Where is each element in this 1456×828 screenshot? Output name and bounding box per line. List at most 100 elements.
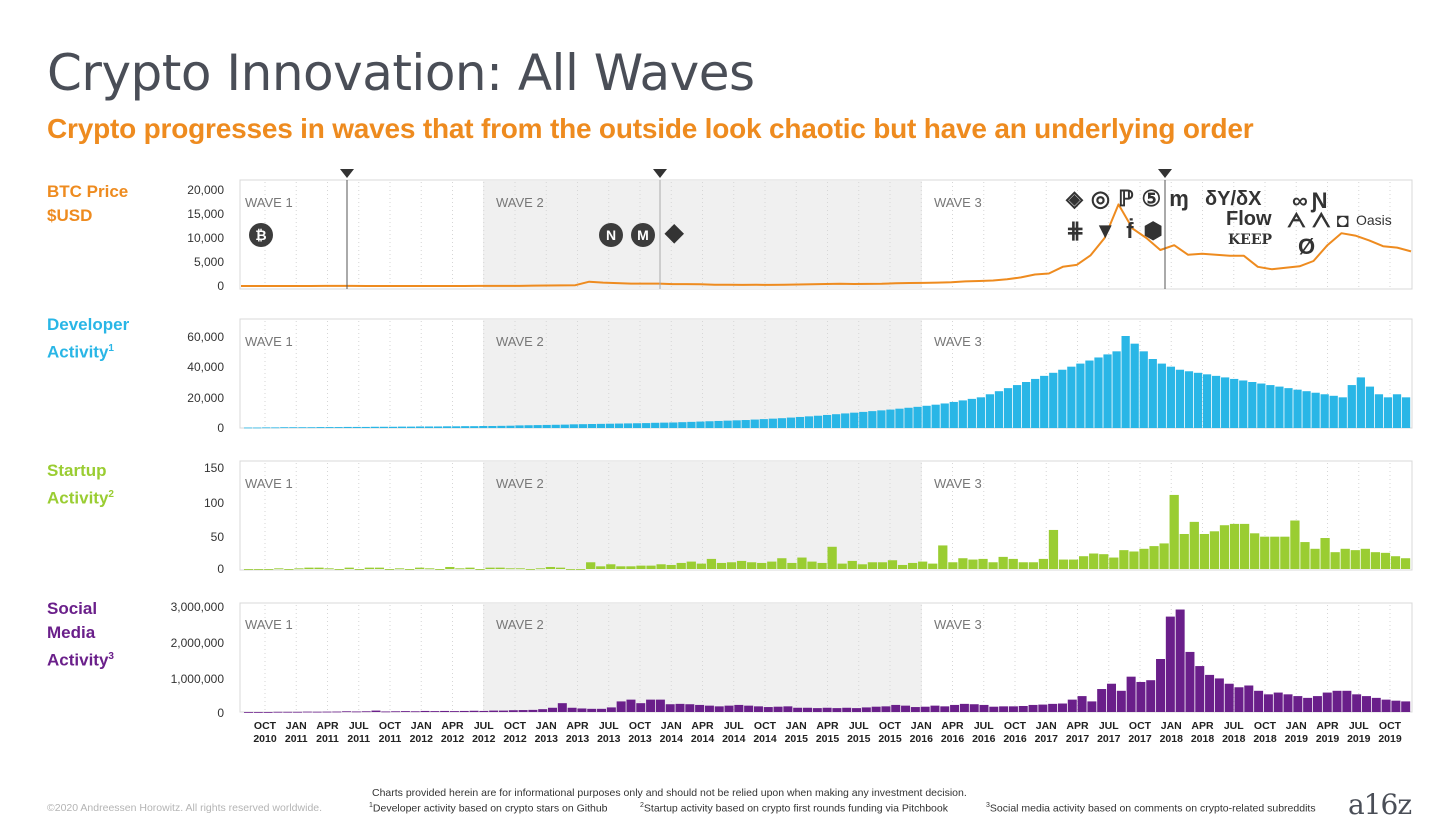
social-bar bbox=[1185, 651, 1195, 712]
x-tick-year: 2014 bbox=[691, 733, 715, 745]
social-bar bbox=[1293, 696, 1303, 712]
developer-bar bbox=[1320, 394, 1329, 428]
startup-bar bbox=[244, 569, 254, 570]
developer-bar bbox=[859, 411, 868, 428]
x-tick-month: JAN bbox=[536, 720, 557, 732]
x-tick-month: APR bbox=[816, 720, 839, 732]
social-bar bbox=[675, 703, 685, 712]
social-bar bbox=[302, 711, 312, 713]
developer-bar bbox=[1230, 378, 1239, 428]
x-tick-year: 2014 bbox=[753, 733, 777, 745]
developer-bar bbox=[741, 420, 750, 428]
social-bar bbox=[773, 706, 783, 712]
social-bar bbox=[244, 712, 254, 713]
developer-bar bbox=[705, 421, 714, 428]
startup-bar bbox=[575, 569, 586, 570]
startup-bar bbox=[857, 564, 867, 569]
social-bar bbox=[1273, 692, 1283, 712]
developer-bar bbox=[1347, 385, 1356, 428]
developer-bar bbox=[841, 413, 850, 428]
developer-bar bbox=[660, 422, 669, 428]
developer-bar bbox=[352, 426, 361, 428]
developer-bar bbox=[994, 391, 1004, 428]
developer-bar bbox=[1067, 366, 1076, 428]
social-bar bbox=[1205, 674, 1215, 712]
social-bar bbox=[1371, 697, 1381, 712]
x-tick-year: 2011 bbox=[285, 733, 308, 745]
social-bar bbox=[1361, 696, 1371, 712]
developer-bar bbox=[1012, 385, 1022, 428]
x-tick-month: JUL bbox=[1349, 720, 1369, 732]
startup-bar bbox=[1219, 525, 1230, 569]
developer-bar bbox=[316, 427, 325, 428]
x-tick-month: OCT bbox=[754, 720, 777, 732]
x-tick-year: 2016 bbox=[941, 733, 965, 745]
startup-bar bbox=[807, 561, 817, 569]
startup-bar bbox=[897, 564, 908, 569]
wave-3-label: WAVE 3 bbox=[934, 334, 982, 349]
social-bar bbox=[1106, 683, 1116, 712]
social-bar bbox=[1018, 705, 1028, 712]
x-tick-year: 2017 bbox=[1066, 733, 1090, 745]
developer-bar bbox=[1040, 375, 1049, 428]
x-tick-year: 2012 bbox=[503, 733, 527, 745]
social-bar bbox=[548, 707, 558, 712]
social-bar bbox=[1283, 694, 1293, 712]
startup-bar bbox=[404, 569, 415, 570]
developer-bar bbox=[542, 424, 551, 428]
x-tick-month: OCT bbox=[629, 720, 652, 732]
startup-bar bbox=[907, 562, 918, 569]
developer-bar bbox=[1148, 359, 1157, 428]
developer-bar bbox=[1401, 397, 1411, 428]
social-bar bbox=[263, 712, 273, 713]
x-tick-year: 2016 bbox=[1003, 733, 1027, 745]
developer-bar bbox=[1121, 336, 1130, 428]
social-bar bbox=[479, 710, 489, 712]
x-tick-year: 2015 bbox=[847, 733, 871, 745]
x-tick-year: 2014 bbox=[660, 733, 684, 745]
startup-bar bbox=[787, 562, 797, 569]
developer-bar bbox=[1094, 357, 1103, 428]
developer-bar bbox=[759, 419, 768, 428]
social-bar bbox=[577, 708, 587, 712]
btc-price-line bbox=[241, 203, 1412, 287]
x-tick-year: 2012 bbox=[410, 733, 434, 745]
social-bar bbox=[842, 707, 852, 712]
developer-bar bbox=[1139, 351, 1148, 428]
developer-bar bbox=[1058, 369, 1067, 428]
nano-icon: N bbox=[599, 223, 623, 247]
developer-bar bbox=[1076, 363, 1085, 428]
x-tick-month: APR bbox=[316, 720, 339, 732]
social-bar bbox=[1214, 678, 1224, 712]
developer-bar bbox=[1103, 354, 1112, 428]
startup-bar bbox=[1139, 548, 1149, 569]
social-bar bbox=[557, 703, 567, 712]
x-tick-month: JAN bbox=[1286, 720, 1307, 732]
startup-bar bbox=[344, 567, 354, 569]
social-bar bbox=[381, 711, 391, 713]
startup-bar bbox=[264, 569, 274, 570]
startup-bar bbox=[354, 569, 364, 570]
developer-bar bbox=[768, 418, 777, 428]
social-bar bbox=[440, 710, 450, 712]
startup-bar bbox=[1390, 556, 1401, 569]
social-bar bbox=[283, 711, 293, 713]
y-tick-label: 100 bbox=[204, 496, 224, 510]
social-bar bbox=[1097, 689, 1107, 712]
developer-bar bbox=[1329, 395, 1338, 428]
y-tick-label: 40,000 bbox=[187, 360, 224, 374]
developer-bar bbox=[1031, 378, 1040, 428]
developer-bar bbox=[940, 403, 949, 428]
social-bar bbox=[695, 704, 705, 712]
startup-bar bbox=[314, 567, 324, 569]
social-bar bbox=[901, 705, 911, 712]
x-tick-month: OCT bbox=[1254, 720, 1277, 732]
social-bar bbox=[459, 710, 469, 712]
startup-bar bbox=[525, 569, 535, 570]
developer-bar bbox=[687, 421, 696, 428]
social-bar bbox=[685, 704, 695, 712]
x-tick-month: APR bbox=[441, 720, 464, 732]
developer-bar bbox=[253, 427, 262, 429]
startup-bar bbox=[767, 561, 777, 569]
startup-bar bbox=[1089, 553, 1099, 569]
